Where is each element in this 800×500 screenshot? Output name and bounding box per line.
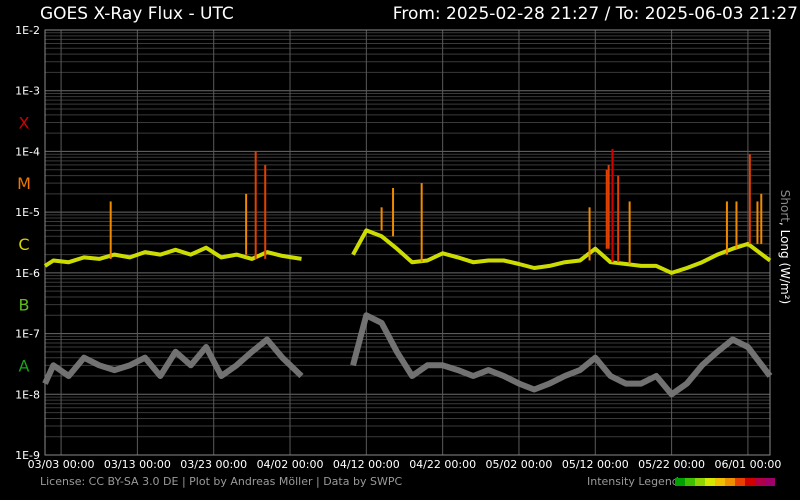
y-tick-label: 1E-8 xyxy=(15,388,40,401)
y-axis-label-short: Short xyxy=(778,189,792,222)
y-tick-label: 1E-2 xyxy=(15,24,40,37)
y-tick-label: 1E-4 xyxy=(15,145,40,158)
x-tick-label: 03/13 00:00 xyxy=(104,458,171,471)
y-tick-label: 1E-9 xyxy=(15,449,40,462)
legend-swatch xyxy=(695,478,705,486)
x-tick-label: 04/12 00:00 xyxy=(333,458,400,471)
legend-swatch xyxy=(725,478,735,486)
x-tick-label: 05/12 00:00 xyxy=(562,458,629,471)
legend-swatch xyxy=(755,478,765,486)
y-tick-label: 1E-7 xyxy=(15,328,40,341)
x-tick-label: 03/23 00:00 xyxy=(180,458,247,471)
y-axis-label-long: , Long (W/m²) xyxy=(778,221,792,305)
y-tick-label: 1E-5 xyxy=(15,206,40,219)
x-tick-label: 06/01 00:00 xyxy=(714,458,781,471)
flare-class-m: M xyxy=(17,174,31,193)
x-tick-label: 05/02 00:00 xyxy=(486,458,553,471)
legend-swatch xyxy=(765,478,775,486)
legend-swatch xyxy=(675,478,685,486)
y-tick-label: 1E-6 xyxy=(15,267,40,280)
legend-swatch xyxy=(735,478,745,486)
x-tick-label: 05/22 00:00 xyxy=(638,458,705,471)
legend-label: Intensity Legend xyxy=(587,475,679,488)
legend-swatch xyxy=(685,478,695,486)
time-range: From: 2025-02-28 21:27 / To: 2025-06-03 … xyxy=(392,4,798,24)
chart-title: GOES X-Ray Flux - UTC xyxy=(40,4,234,24)
credits-text: License: CC BY-SA 3.0 DE | Plot by Andre… xyxy=(40,475,403,488)
flare-class-x: X xyxy=(19,113,30,132)
legend-swatch xyxy=(705,478,715,486)
intensity-legend xyxy=(675,478,775,486)
flare-class-a: A xyxy=(19,356,30,375)
legend-swatch xyxy=(715,478,725,486)
series-short xyxy=(42,312,773,398)
flare-class-c: C xyxy=(18,235,29,254)
y-axis-label: Short, Long (W/m²) xyxy=(778,190,792,304)
y-tick-label: 1E-3 xyxy=(15,85,40,98)
x-tick-label: 04/02 00:00 xyxy=(257,458,324,471)
series-long xyxy=(43,228,772,275)
legend-swatch xyxy=(745,478,755,486)
x-tick-label: 04/22 00:00 xyxy=(409,458,476,471)
x-tick-label: 03/03 00:00 xyxy=(28,458,95,471)
flare-class-b: B xyxy=(19,296,30,315)
plot-frame xyxy=(44,29,771,456)
